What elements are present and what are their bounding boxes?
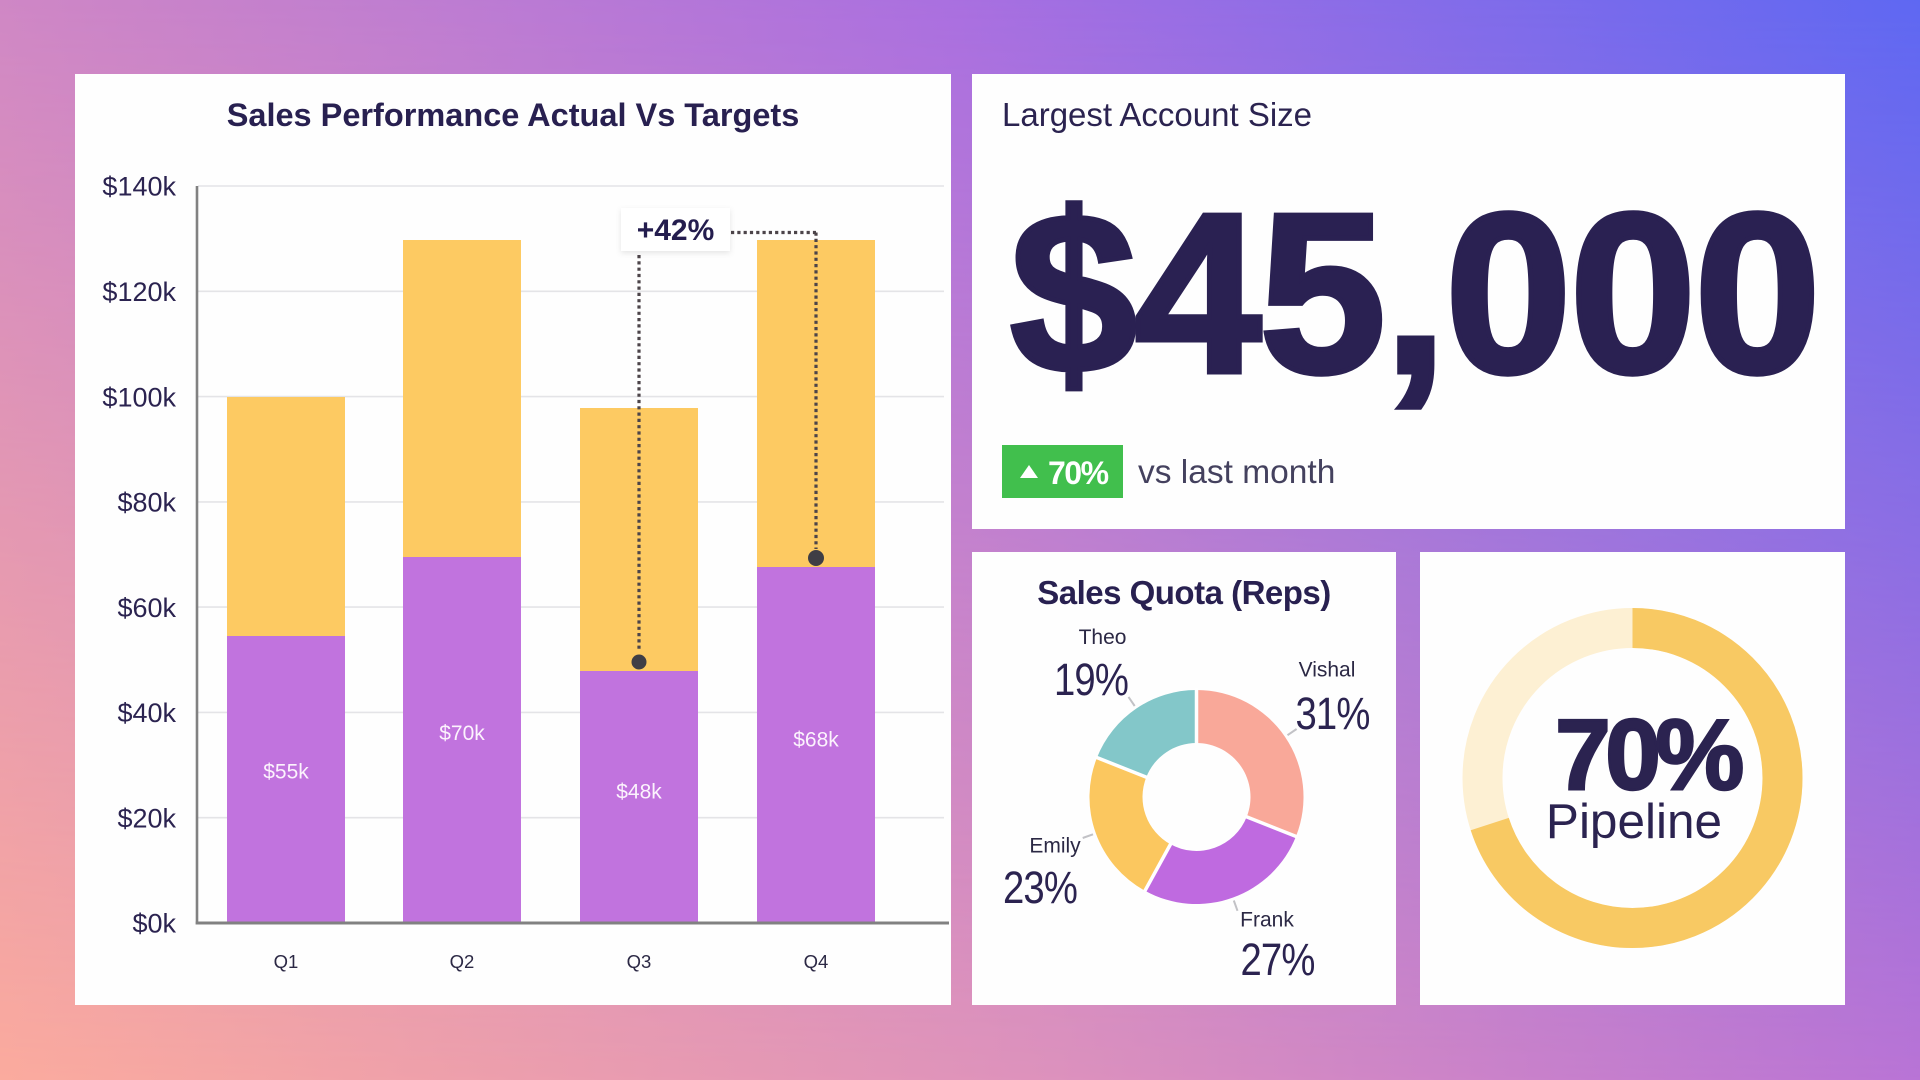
svg-text:$140k: $140k [102,172,176,202]
svg-text:$120k: $120k [102,277,176,307]
svg-text:$40k: $40k [117,698,176,728]
svg-text:+42%: +42% [637,214,715,247]
svg-text:$70k: $70k [439,722,485,745]
svg-text:$100k: $100k [102,382,176,412]
svg-text:$20k: $20k [117,803,176,833]
svg-text:vs last month: vs last month [1138,454,1335,491]
svg-text:31%: 31% [1296,688,1370,739]
svg-text:Q3: Q3 [627,951,652,972]
svg-text:Largest Account Size: Largest Account Size [1002,96,1312,133]
svg-text:$68k: $68k [793,729,839,752]
svg-text:$55k: $55k [263,761,309,784]
svg-text:Emily: Emily [1029,835,1081,858]
svg-text:Pipeline: Pipeline [1546,794,1722,849]
svg-text:Sales Performance Actual Vs Ta: Sales Performance Actual Vs Targets [227,97,800,133]
svg-text:23%: 23% [1003,862,1077,913]
svg-text:Frank: Frank [1240,909,1294,932]
svg-text:Q2: Q2 [450,951,475,972]
svg-text:19%: 19% [1054,654,1128,705]
svg-text:Sales Quota (Reps): Sales Quota (Reps) [1037,574,1331,611]
svg-text:70%: 70% [1555,699,1742,811]
svg-text:Q4: Q4 [804,951,829,972]
svg-text:27%: 27% [1241,934,1315,985]
svg-text:Theo: Theo [1079,626,1127,649]
svg-text:Vishal: Vishal [1299,659,1356,682]
svg-text:$48k: $48k [616,781,662,804]
svg-text:$0k: $0k [132,909,176,939]
svg-text:$60k: $60k [117,593,176,623]
svg-text:Q1: Q1 [274,951,299,972]
svg-text:$45,000: $45,000 [1010,167,1819,421]
svg-text:70%: 70% [1048,455,1109,491]
svg-text:$80k: $80k [117,488,176,518]
